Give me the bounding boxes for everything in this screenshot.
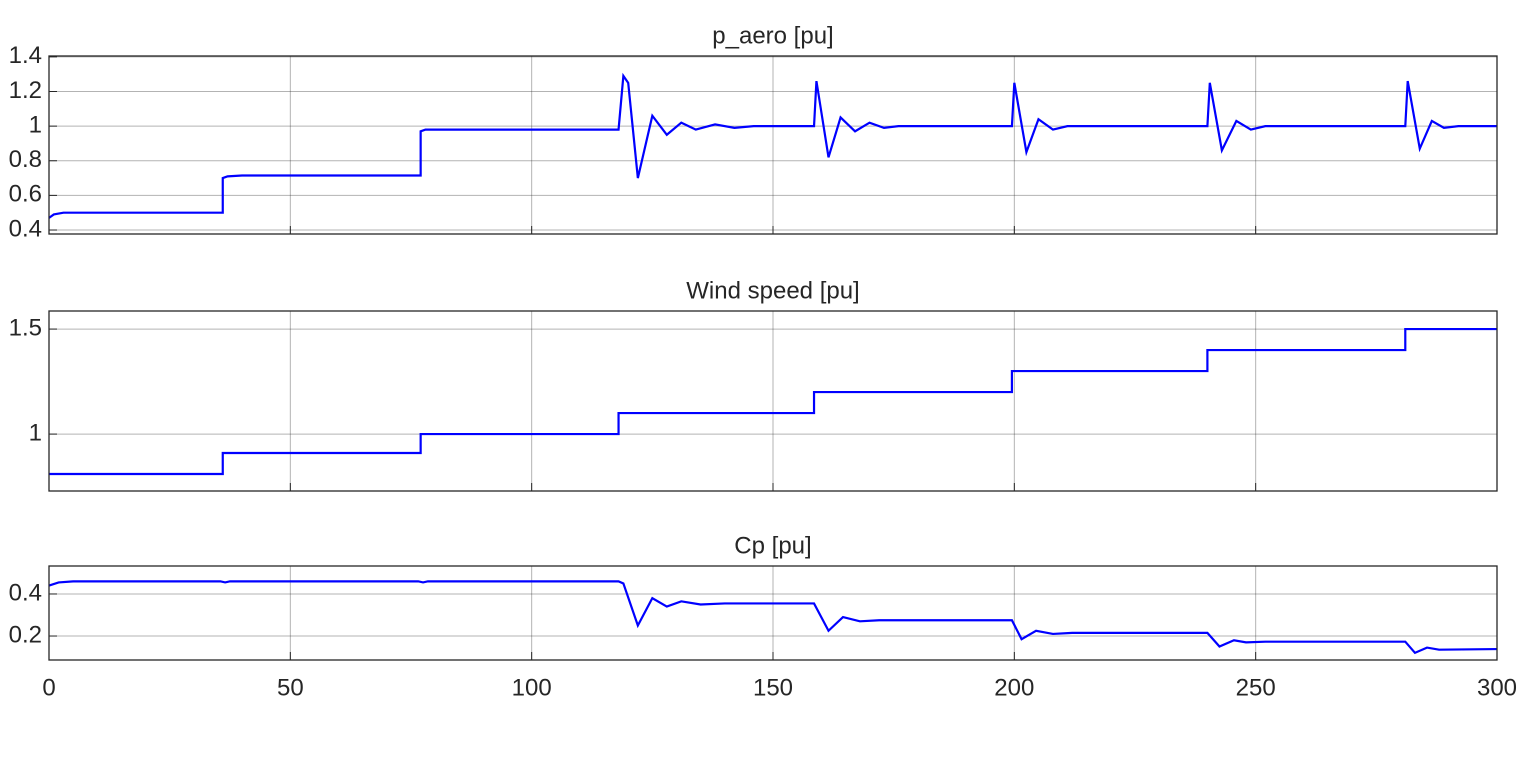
data-line: [49, 327, 1497, 476]
axes-title: p_aero [pu]: [712, 22, 833, 49]
x-tick-label: 150: [753, 674, 793, 701]
x-tick-label: 250: [1236, 674, 1276, 701]
x-tick-label: 100: [512, 674, 552, 701]
x-tick-label: 50: [277, 674, 304, 701]
data-line: [48, 72, 1497, 219]
y-tick-label: 0.6: [9, 181, 42, 208]
axes-title: Wind speed [pu]: [686, 277, 859, 304]
y-tick-label: 1.4: [9, 42, 42, 69]
y-tick-label: 1.5: [9, 314, 42, 341]
x-tick-label: 200: [994, 674, 1034, 701]
axes-background: [49, 56, 1497, 234]
y-tick-label: 1: [29, 111, 42, 138]
axes-title: Cp [pu]: [734, 532, 811, 559]
y-tick-label: 0.8: [9, 146, 42, 173]
y-tick-label: 0.4: [9, 579, 42, 606]
axes-frame: [48, 310, 1498, 492]
x-tick-label: 300: [1477, 674, 1517, 701]
y-tick-label: 0.4: [9, 215, 42, 242]
data-line: [48, 580, 1498, 655]
y-tick-label: 0.2: [9, 621, 42, 648]
y-tick-label: 1.2: [9, 77, 42, 104]
y-tick-label: 1: [29, 419, 42, 446]
axes-frame: [48, 565, 1498, 661]
x-tick-label: 0: [42, 674, 55, 701]
axes-background: [49, 311, 1497, 491]
axes-frame: [48, 55, 1498, 235]
